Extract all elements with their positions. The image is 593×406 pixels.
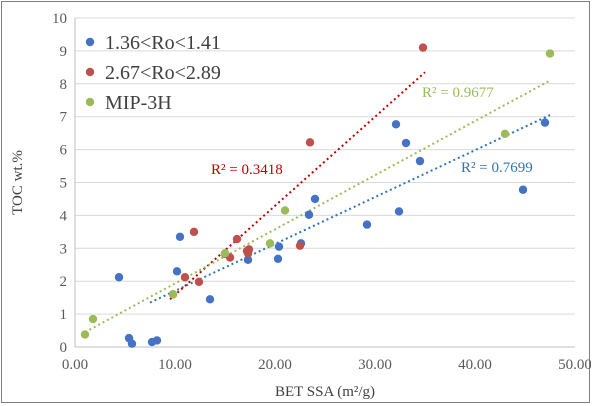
trendlines (84, 71, 551, 334)
data-point (304, 210, 314, 219)
y-tick-label: 8 (60, 77, 68, 93)
data-point (88, 314, 98, 324)
y-tick-label: 9 (60, 44, 68, 60)
x-axis-title: BET SSA (m²/g) (275, 384, 375, 400)
gridlines (75, 17, 575, 315)
data-point (295, 241, 305, 250)
data-point (305, 138, 315, 147)
data-point (175, 232, 185, 241)
legend-marker (85, 37, 95, 47)
data-points (80, 43, 555, 348)
y-tick-label: 1 (60, 307, 68, 323)
data-point (545, 49, 555, 58)
data-point (274, 242, 284, 251)
data-point (114, 273, 124, 282)
x-tick-label: 0.00 (62, 357, 88, 373)
data-point (220, 249, 230, 258)
trendline (149, 114, 551, 304)
legend: 1.36<Ro<1.41 2.67<Ro<2.89 MIP-3H (85, 32, 221, 114)
y-axis-title: TOC wt.% (10, 150, 26, 215)
data-point (518, 185, 528, 194)
y-tick-label: 4 (60, 208, 68, 224)
y-tick-label: 5 (60, 176, 68, 192)
y-tick-label: 7 (60, 110, 68, 126)
data-point (244, 245, 254, 254)
y-tick-label: 3 (60, 241, 68, 257)
data-point (152, 336, 162, 345)
data-point (418, 43, 428, 52)
r2-labels: R² = 0.7699 R² = 0.3418 R² = 0.9677 (211, 85, 533, 178)
data-point (205, 295, 215, 304)
legend-label: 1.36<Ro<1.41 (105, 32, 221, 54)
y-tick-label: 10 (52, 11, 67, 27)
data-point (415, 156, 425, 166)
data-point (401, 138, 411, 148)
legend-label: 2.67<Ro<2.89 (105, 62, 221, 84)
data-point (168, 290, 178, 299)
y-tick-label: 0 (60, 340, 68, 356)
x-tick-label: 40.00 (458, 357, 492, 373)
data-point (232, 234, 242, 244)
data-point (180, 273, 190, 282)
data-point (391, 120, 401, 129)
r2-label: R² = 0.3418 (211, 162, 283, 178)
legend-label: MIP-3H (105, 92, 172, 114)
data-point (243, 255, 253, 265)
x-tick-label: 30.00 (358, 357, 392, 373)
data-point (189, 227, 199, 237)
data-point (394, 207, 404, 216)
y-tick-labels: 0 1 2 3 4 5 6 7 8 9 10 (52, 11, 68, 356)
data-point (310, 194, 320, 204)
y-tick-label: 2 (60, 274, 68, 290)
x-tick-labels: 0.00 10.00 20.00 30.00 40.00 50.00 (62, 357, 591, 373)
data-point (540, 118, 550, 127)
data-point (362, 220, 372, 229)
trendline (84, 79, 551, 334)
x-tick-label: 10.00 (158, 357, 192, 373)
y-tick-label: 6 (60, 143, 68, 159)
data-point (265, 239, 275, 248)
data-point (273, 254, 283, 264)
data-point (172, 267, 182, 276)
data-point (80, 330, 90, 339)
x-tick-label: 20.00 (258, 357, 292, 373)
legend-marker (85, 97, 95, 107)
data-point (280, 206, 290, 215)
data-point (194, 277, 204, 287)
r2-label: R² = 0.9677 (422, 85, 494, 101)
axes (74, 18, 575, 348)
data-point (500, 129, 510, 139)
trendline (169, 71, 426, 301)
x-tick-label: 50.00 (558, 357, 591, 373)
r2-label: R² = 0.7699 (461, 160, 533, 176)
data-point (127, 339, 137, 348)
legend-marker (85, 67, 95, 77)
